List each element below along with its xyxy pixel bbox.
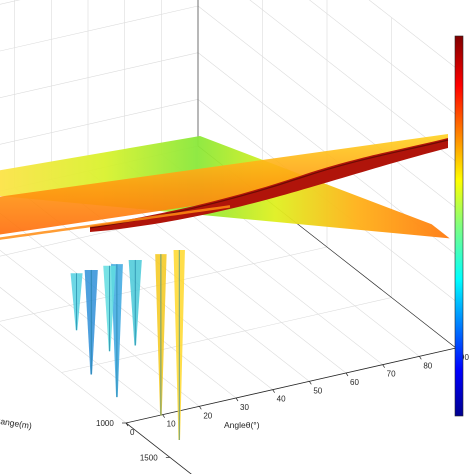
y-axis-label: Range(m) (0, 415, 33, 431)
x-axis-line (125, 347, 457, 424)
colorbar (454, 35, 464, 417)
grid-line (0, 323, 127, 424)
x-tick-label: 0 (130, 428, 135, 437)
axes-box (125, 0, 457, 474)
x-tick (199, 406, 202, 410)
x-tick (162, 414, 165, 418)
x-tick (309, 381, 312, 385)
x-tick-label: 40 (277, 395, 286, 404)
grid-line (249, 0, 457, 162)
grid-line (0, 99, 199, 145)
grid-line (0, 52, 199, 98)
x-tick-label: 60 (350, 378, 359, 387)
y-tick-label: 1500 (140, 453, 158, 462)
x-tick (125, 422, 129, 427)
x-tick-label: 10 (167, 420, 176, 429)
y-tick-label: 1000 (96, 419, 114, 428)
grid-line (0, 5, 199, 52)
x-axis-ticks: 0 10 20 30 40 50 60 70 80 90 (125, 347, 469, 437)
surface-fringe (0, 205, 231, 240)
grid-line (197, 5, 457, 209)
x-tick-label: 90 (460, 353, 469, 362)
x-tick (272, 389, 275, 393)
x-tick (345, 372, 349, 377)
y-axis-line (125, 422, 192, 474)
x-tick (235, 397, 239, 402)
x-tick (419, 356, 422, 360)
notch-spikes (70, 249, 185, 440)
surface-front (0, 134, 448, 235)
x-tick-label: 70 (387, 370, 396, 379)
grid-line (368, 0, 457, 69)
surface-mesh (0, 134, 450, 240)
grid-line (0, 0, 21, 5)
x-tick-label: 30 (240, 403, 249, 412)
x-tick-label: 20 (203, 411, 212, 420)
x-tick-label: 80 (423, 361, 432, 370)
x-axis-label: Angleθ(°) (224, 420, 260, 430)
y-axis-ticks: 100015002000 (96, 419, 170, 462)
x-tick (382, 364, 385, 368)
grid-line (309, 0, 457, 115)
x-tick-label: 50 (313, 386, 322, 395)
